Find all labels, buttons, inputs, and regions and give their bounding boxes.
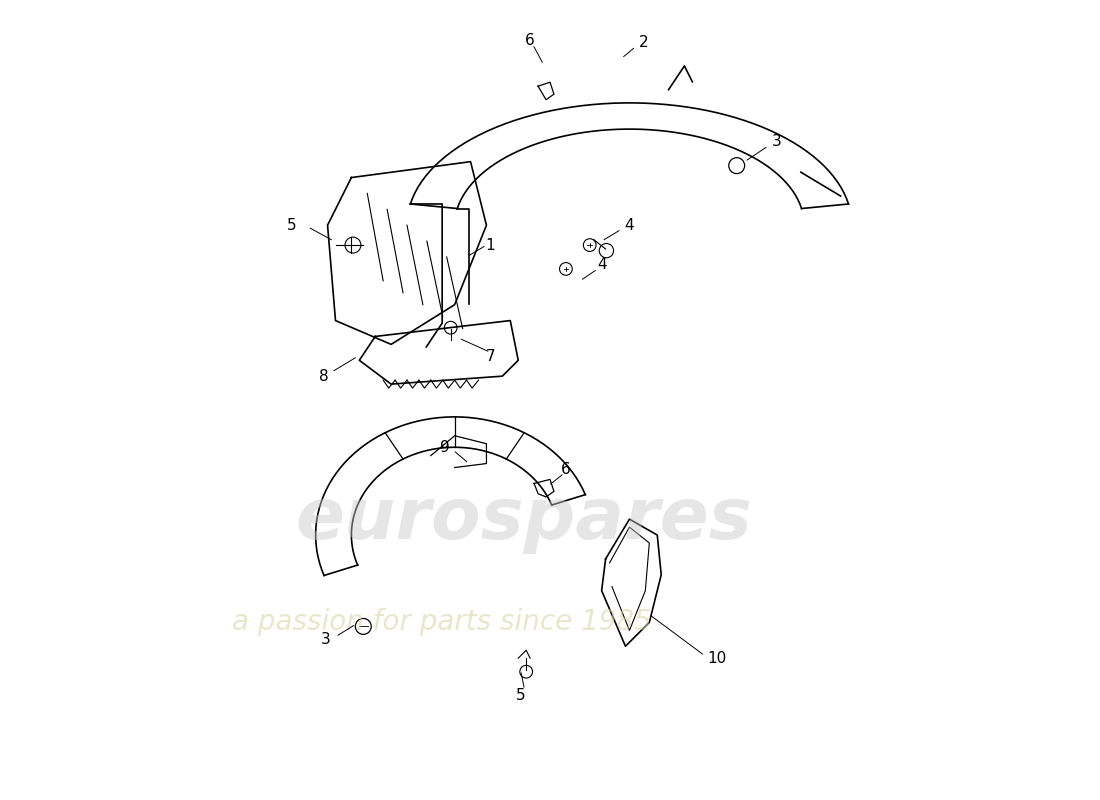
Text: 5: 5 <box>287 218 297 233</box>
Text: 3: 3 <box>771 134 781 150</box>
Text: 6: 6 <box>561 462 571 478</box>
Text: 5: 5 <box>516 688 526 703</box>
Text: 4: 4 <box>625 218 635 233</box>
Text: 6: 6 <box>526 34 535 49</box>
Text: 8: 8 <box>319 369 329 384</box>
Text: eurospares: eurospares <box>296 485 752 554</box>
Text: 4: 4 <box>597 258 606 273</box>
Text: 10: 10 <box>707 650 726 666</box>
Text: 2: 2 <box>639 35 649 50</box>
Text: a passion for parts since 1985: a passion for parts since 1985 <box>232 609 652 637</box>
Text: 1: 1 <box>485 238 495 253</box>
Text: 7: 7 <box>485 349 495 364</box>
Text: 3: 3 <box>321 633 331 647</box>
Text: 9: 9 <box>440 440 450 455</box>
